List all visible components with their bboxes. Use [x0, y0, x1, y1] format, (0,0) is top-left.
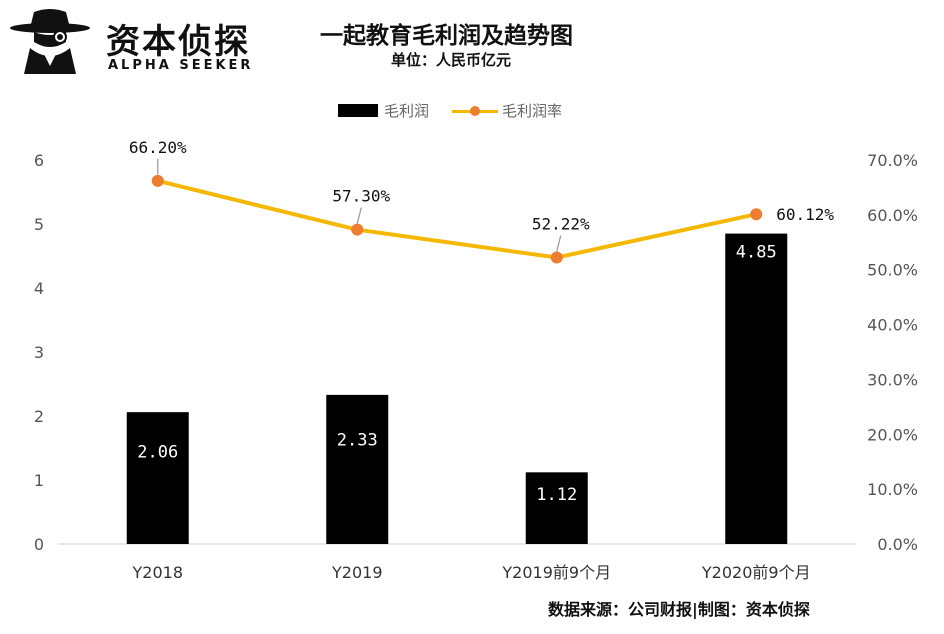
- detective-logo-icon: [10, 9, 90, 74]
- data-label-leader: [556, 235, 562, 252]
- y-left-tick-label: 3: [34, 343, 44, 362]
- brand-name-en: ALPHA SEEKER: [108, 58, 254, 73]
- line-point-gross-margin: [550, 251, 563, 264]
- line-data-label: 52.22%: [532, 215, 590, 234]
- y-right-tick-label: 30.0%: [867, 370, 918, 389]
- x-category-label: Y2018: [132, 563, 184, 582]
- line-data-label: 66.20%: [129, 138, 187, 157]
- bar-data-label: 1.12: [536, 485, 577, 505]
- y-right-tick-label: 60.0%: [867, 206, 918, 225]
- bar-data-label: 4.85: [736, 243, 777, 263]
- data-source-note: 数据来源：公司财报|制图：资本侦探: [548, 600, 810, 619]
- legend-label-gross-profit: 毛利润: [384, 102, 430, 120]
- y-left-tick-label: 6: [34, 151, 44, 170]
- bar-gross-profit: [326, 394, 389, 544]
- y-right-tick-label: 70.0%: [867, 151, 918, 170]
- line-point-gross-margin: [351, 223, 364, 236]
- y-left-tick-label: 5: [34, 215, 44, 234]
- line-data-label: 57.30%: [332, 187, 390, 206]
- y-right-tick-label: 0.0%: [877, 535, 918, 554]
- y-right-tick-label: 50.0%: [867, 261, 918, 280]
- line-gross-margin: [157, 178, 757, 260]
- legend-item-gross-profit: 毛利润: [338, 100, 429, 121]
- line-point-gross-margin: [750, 208, 763, 221]
- legend-label-gross-margin: 毛利润率: [502, 102, 563, 120]
- brand-logo: 资本侦探 ALPHA SEEKER: [10, 8, 270, 74]
- line-point-gross-margin: [151, 174, 164, 187]
- y-right-tick-label: 20.0%: [867, 425, 918, 444]
- legend-bar-swatch: [338, 104, 378, 117]
- x-category-label: Y2020前9个月: [701, 563, 811, 582]
- y-right-tick-label: 10.0%: [867, 480, 918, 499]
- bar-gross-profit: [126, 412, 189, 544]
- x-category-label: Y2019前9个月: [501, 563, 611, 582]
- chart-subtitle: 单位：人民币亿元: [391, 51, 512, 69]
- chart-title: 一起教育毛利润及趋势图: [320, 22, 573, 49]
- line-data-label: 60.12%: [776, 205, 834, 224]
- bar-data-label: 2.06: [137, 443, 178, 463]
- bar-gross-profit: [725, 233, 788, 544]
- bar-gross-profit: [525, 472, 588, 544]
- y-left-tick-label: 4: [34, 279, 44, 298]
- y-left-tick-label: 2: [34, 407, 44, 426]
- legend-item-gross-margin: 毛利润率: [452, 100, 562, 121]
- y-left-tick-label: 0: [34, 535, 44, 554]
- y-left-tick-label: 1: [34, 471, 44, 490]
- legend-line-swatch: [452, 104, 498, 118]
- bar-data-label: 2.33: [337, 431, 378, 451]
- brand-name-cn: 资本侦探: [106, 22, 250, 62]
- data-label-leader: [356, 207, 362, 224]
- x-category-label: Y2019: [331, 563, 383, 582]
- y-right-tick-label: 40.0%: [867, 316, 918, 335]
